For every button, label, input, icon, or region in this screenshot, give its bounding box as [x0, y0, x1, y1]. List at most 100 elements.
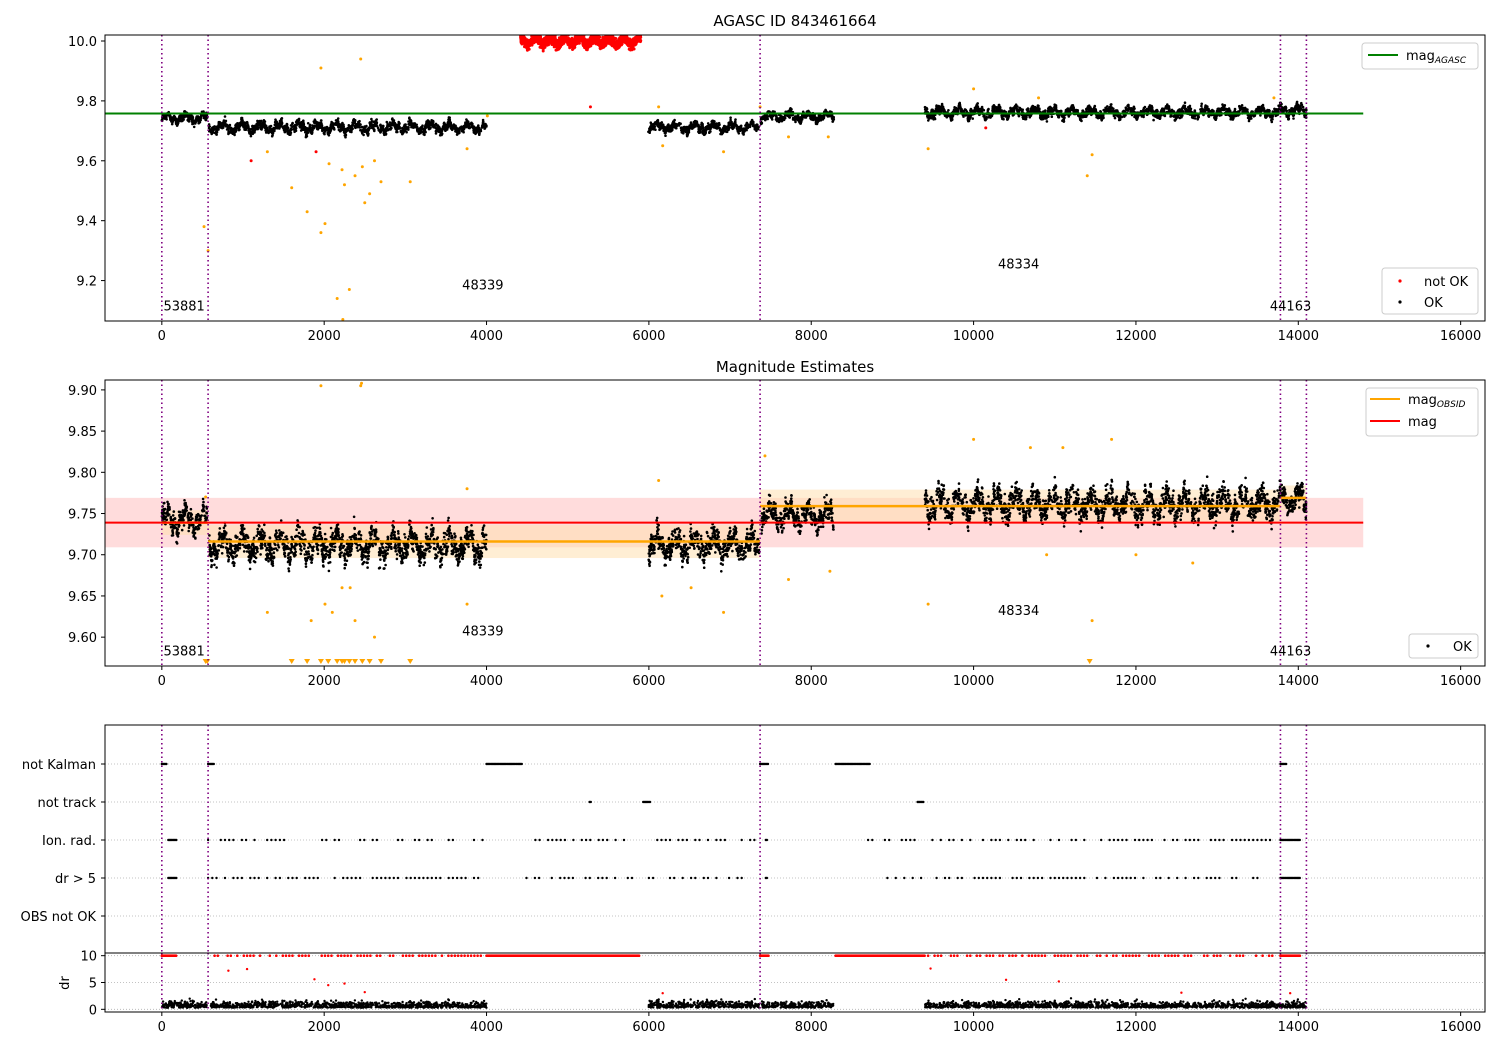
data-point-ok	[337, 128, 341, 132]
data-point-ok	[268, 126, 272, 130]
data-point-ok	[317, 126, 320, 129]
data-point-not-ok	[562, 41, 566, 45]
data-point-not-ok	[620, 38, 624, 42]
data-point-ok	[349, 127, 353, 131]
data-point-ok	[726, 128, 730, 132]
data-point-ok	[396, 130, 399, 134]
data-point-ok	[462, 127, 466, 130]
data-point-ok	[278, 120, 282, 123]
data-point-ok	[195, 118, 199, 122]
data-point-ok	[770, 118, 774, 121]
data-point-ok	[212, 128, 216, 131]
data-point-ok	[741, 127, 745, 131]
data-point-ok	[655, 122, 658, 126]
data-point-ok	[436, 124, 440, 127]
data-point-not-ok	[636, 37, 640, 41]
data-point-ok	[351, 121, 355, 125]
data-point-ok	[478, 132, 481, 135]
data-point-ok	[245, 125, 249, 128]
data-point-ok	[308, 126, 312, 130]
data-point-ok	[419, 128, 422, 131]
data-point-ok	[273, 128, 276, 131]
data-point-ok	[462, 130, 465, 134]
data-point-ok	[397, 126, 401, 129]
data-point-ok	[412, 122, 416, 125]
data-point-ok	[264, 127, 268, 130]
data-point-ok	[280, 117, 284, 120]
data-point-ok	[803, 114, 806, 118]
data-point-ok	[382, 128, 386, 131]
data-point-ok	[711, 124, 714, 128]
data-point-ok	[703, 129, 707, 133]
data-point-ok	[274, 123, 278, 126]
data-point-ok	[363, 130, 367, 133]
data-point-ok	[267, 129, 271, 132]
data-point-not-ok	[534, 37, 537, 41]
data-point-ok	[415, 123, 419, 127]
data-point-ok	[681, 130, 684, 134]
data-point-ok	[198, 116, 201, 120]
data-point-ok	[304, 129, 308, 132]
data-point-ok	[353, 119, 356, 123]
data-point-ok	[476, 130, 480, 133]
data-point-ok	[231, 132, 235, 135]
data-point-not-ok	[536, 37, 540, 41]
data-point-not-ok	[540, 44, 544, 48]
data-point-not-ok	[632, 38, 636, 42]
data-point-not-ok	[618, 41, 622, 45]
data-point-ok	[213, 131, 217, 135]
data-point-ok	[361, 129, 364, 133]
data-point-ok	[388, 121, 392, 124]
data-point-ok	[810, 118, 813, 121]
data-point-ok	[274, 118, 277, 121]
data-point-not-ok	[627, 47, 631, 51]
data-point-ok	[356, 125, 359, 129]
data-point-ok	[379, 123, 382, 127]
data-point-ok	[807, 110, 810, 113]
data-point-ok	[178, 119, 181, 122]
data-point-ok	[685, 134, 689, 138]
data-point-not-ok	[541, 41, 545, 45]
data-point-ok	[793, 118, 797, 122]
data-point-not-ok	[574, 41, 578, 45]
data-point-ok	[731, 125, 734, 129]
data-point-ok	[698, 126, 701, 130]
data-point-ok	[405, 127, 409, 131]
data-point-ok	[300, 123, 303, 126]
data-point-ok	[305, 134, 309, 138]
data-point-ok	[351, 123, 354, 127]
data-point-ok	[305, 132, 309, 135]
data-point-ok	[685, 125, 689, 129]
data-point-ok	[787, 114, 791, 117]
data-point-ok	[403, 125, 407, 128]
data-point-ok	[172, 115, 175, 119]
data-point-ok	[370, 117, 373, 121]
data-point-not-ok	[594, 42, 598, 46]
data-point-ok	[798, 120, 801, 124]
data-point-ok	[238, 125, 241, 129]
data-point-ok	[288, 130, 292, 133]
data-point-ok	[671, 123, 674, 126]
data-point-ok	[215, 128, 219, 132]
data-point-ok	[439, 132, 443, 135]
data-point-ok	[343, 134, 347, 137]
data-point-not-ok	[603, 40, 607, 44]
data-point-ok	[191, 121, 195, 124]
data-point-ok	[432, 123, 436, 127]
data-point-ok	[258, 119, 261, 123]
data-point-ok	[172, 118, 176, 121]
data-point-not-ok	[520, 42, 524, 46]
data-point-ok	[280, 122, 284, 125]
data-point-ok	[662, 127, 666, 131]
data-point-ok	[197, 121, 200, 125]
data-point-not-ok	[567, 43, 571, 46]
data-point-ok	[297, 117, 301, 121]
data-point-ok	[221, 126, 224, 130]
data-point-ok	[481, 124, 484, 127]
data-point-ok	[326, 131, 330, 134]
data-point-ok	[436, 127, 440, 131]
data-point-ok	[240, 120, 244, 124]
data-point-ok	[334, 121, 338, 125]
data-point-ok	[391, 120, 395, 123]
data-point-ok	[668, 129, 671, 132]
